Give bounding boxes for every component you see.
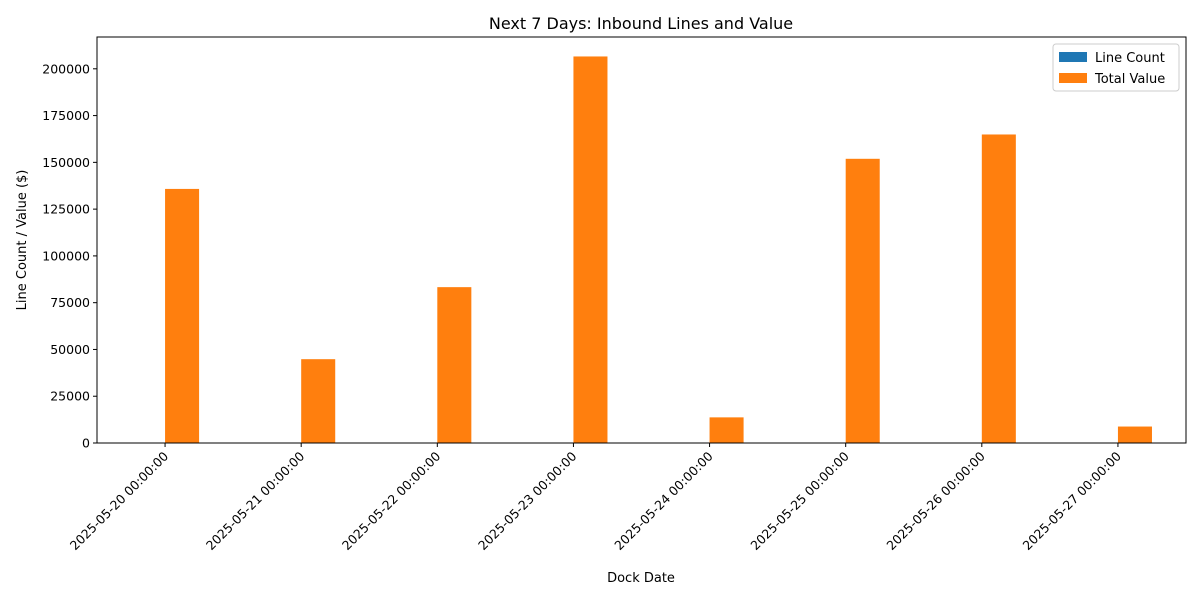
x-tick-label-2: 2025-05-22 00:00:00: [339, 448, 444, 553]
y-tick-label-2: 50000: [50, 342, 90, 357]
y-tick-label-7: 175000: [42, 108, 90, 123]
y-tick-label-1: 25000: [50, 389, 90, 404]
y-tick-label-8: 200000: [42, 61, 90, 76]
y-tick-label-3: 75000: [50, 295, 90, 310]
y-tick-label-4: 100000: [42, 248, 90, 263]
x-tick-label-0: 2025-05-20 00:00:00: [67, 448, 172, 553]
legend-swatch-1: [1059, 73, 1087, 83]
bar-total-value-7: [1117, 426, 1152, 443]
x-axis-label: Dock Date: [607, 571, 675, 586]
bar-total-value-5: [845, 158, 880, 444]
x-tick-label-7: 2025-05-27 00:00:00: [1020, 448, 1125, 553]
bar-total-value-3: [573, 56, 608, 444]
x-tick-label-4: 2025-05-24 00:00:00: [611, 448, 716, 553]
bar-total-value-2: [437, 287, 472, 443]
x-tick-label-1: 2025-05-21 00:00:00: [203, 448, 308, 553]
bar-total-value-1: [301, 359, 336, 443]
bar-total-value-4: [709, 417, 744, 443]
bars-layer: [131, 56, 1152, 444]
x-tick-label-5: 2025-05-25 00:00:00: [747, 448, 852, 553]
legend-swatch-0: [1059, 52, 1087, 62]
y-axis-label: Line Count / Value ($): [15, 170, 30, 311]
x-axis: 2025-05-20 00:00:00 2025-05-21 00:00:00 20…: [67, 443, 1124, 553]
y-tick-label-6: 150000: [42, 155, 90, 170]
x-tick-label-6: 2025-05-26 00:00:00: [883, 448, 988, 553]
bar-total-value-6: [981, 134, 1016, 444]
legend-label-1: Total Value: [1094, 72, 1165, 87]
y-axis: 0 25000 50000 75000 100000 125000 150000 175000…: [42, 61, 97, 451]
y-tick-label-5: 125000: [42, 202, 90, 217]
chart-title: Next 7 Days: Inbound Lines and Value: [489, 14, 793, 33]
legend-label-0: Line Count: [1095, 51, 1165, 66]
y-tick-label-0: 0: [82, 436, 90, 451]
bar-total-value-0: [165, 188, 200, 443]
plot-frame: [96, 36, 1187, 444]
x-tick-label-3: 2025-05-23 00:00:00: [475, 448, 580, 553]
legend: Line Count Total Value: [1052, 43, 1180, 92]
